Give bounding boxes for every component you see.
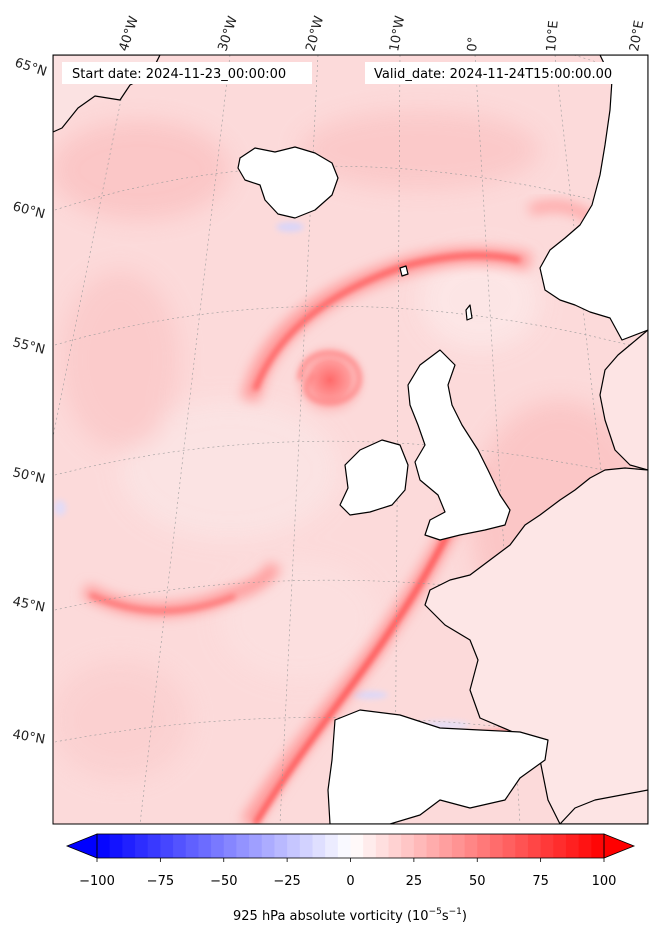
cbar-tick-label: −100 xyxy=(79,874,115,889)
colorbar-step xyxy=(261,834,276,858)
colorbar: −100 −75 −50 −25 0 25 50 75 100 925 hPa … xyxy=(65,833,636,924)
lat-label-40n: 40°N xyxy=(11,727,46,747)
colorbar-step xyxy=(540,834,554,858)
colorbar-step xyxy=(350,834,364,858)
colorbar-step xyxy=(185,834,200,858)
colorbar-step xyxy=(147,834,161,858)
colorbar-label: 925 hPa absolute vorticity (10−5s−1) xyxy=(233,907,467,924)
graticule xyxy=(53,55,648,824)
colorbar-step xyxy=(173,834,187,858)
colorbar-step xyxy=(236,834,250,858)
iberia-coast xyxy=(327,709,549,824)
cbar-tick-label: −75 xyxy=(147,874,174,889)
colorbar-step xyxy=(451,834,466,858)
longitude-labels: 40°W 30°W 20°W 10°W 0° 10°E 20°E xyxy=(117,14,648,53)
cbar-tick-label: 50 xyxy=(469,874,486,889)
lat-label-45n: 45°N xyxy=(11,594,46,615)
lon-label-30w: 30°W xyxy=(216,14,241,53)
map-frame xyxy=(52,54,649,825)
colorbar-step xyxy=(135,834,149,858)
great-britain-coast xyxy=(407,349,511,541)
colorbar-step xyxy=(223,834,238,858)
cbar-tick-label: −25 xyxy=(273,874,300,889)
lon-label-0: 0° xyxy=(465,36,481,52)
colorbar-step xyxy=(211,834,225,858)
colorbar-step xyxy=(464,834,478,858)
iceland-coast xyxy=(237,146,339,219)
colorbar-step xyxy=(287,834,301,858)
colorbar-step xyxy=(299,834,314,858)
colorbar-step xyxy=(489,834,504,858)
colorbar-step xyxy=(477,834,491,858)
colorbar-step xyxy=(565,834,580,858)
cbar-tick-label: 25 xyxy=(406,874,423,889)
lat-label-50n: 50°N xyxy=(11,465,46,487)
cbar-tick-label: 100 xyxy=(592,874,617,889)
colorbar-tick-labels: −100 −75 −50 −25 0 25 50 75 100 xyxy=(79,874,616,889)
colorbar-step xyxy=(122,834,136,858)
cbar-tick-label: −50 xyxy=(210,874,237,889)
colorbar-step xyxy=(591,834,605,858)
colorbar-step xyxy=(439,834,453,858)
lon-label-20w: 20°W xyxy=(303,14,327,53)
north-africa-coast xyxy=(559,789,648,824)
colorbar-step xyxy=(109,834,123,858)
colorbar-step xyxy=(578,834,592,858)
colorbar-step xyxy=(160,834,174,858)
colorbar-ticks xyxy=(96,858,605,862)
sweden-coast xyxy=(599,329,648,471)
colorbar-step xyxy=(312,834,326,858)
scandinavia-coast xyxy=(539,55,648,341)
colorbar-step xyxy=(426,834,440,858)
shetland-islands xyxy=(465,304,473,321)
colorbar-step xyxy=(553,834,567,858)
colorbar-max-extend xyxy=(603,833,636,859)
colorbar-step xyxy=(198,834,212,858)
lon-label-20e: 20°E xyxy=(627,19,647,52)
colorbar-step xyxy=(249,834,263,858)
colorbar-step xyxy=(97,834,111,858)
faroe-islands xyxy=(399,265,409,277)
colorbar-step xyxy=(401,834,415,858)
lat-label-65n: 65°N xyxy=(13,56,49,80)
lon-label-10w: 10°W xyxy=(387,15,408,53)
colorbar-step xyxy=(502,834,516,858)
map-panel xyxy=(53,55,648,824)
colorbar-min-extend xyxy=(65,833,98,859)
colorbar-step xyxy=(363,834,377,858)
colorbar-step xyxy=(515,834,529,858)
lat-label-55n: 55°N xyxy=(11,335,46,357)
cbar-tick-label: 0 xyxy=(346,874,354,889)
colorbar-step xyxy=(413,834,428,858)
colorbar-step xyxy=(274,834,288,858)
colorbar-step xyxy=(325,834,339,858)
cbar-tick-label: 75 xyxy=(532,874,549,889)
colorbar-step xyxy=(388,834,402,858)
ireland-coast xyxy=(339,439,409,516)
lon-label-10e: 10°E xyxy=(544,20,562,52)
cyclone-spiral xyxy=(298,351,362,405)
colorbar-step xyxy=(527,834,542,858)
colorbar-step xyxy=(375,834,390,858)
colorbar-step xyxy=(337,834,352,858)
header-bar: Start date: 2024-11-23_00:00:00 Valid_da… xyxy=(62,62,640,84)
start-date-label: Start date: 2024-11-23_00:00:00 xyxy=(72,67,286,82)
colorbar-steps xyxy=(97,834,605,858)
valid-date-label: Valid_date: 2024-11-24T15:00:00.00 xyxy=(374,67,612,82)
lat-label-60n: 60°N xyxy=(11,199,47,222)
lon-label-40w: 40°W xyxy=(117,14,142,53)
latitude-labels: 65°N 60°N 55°N 50°N 45°N 40°N xyxy=(11,56,49,748)
